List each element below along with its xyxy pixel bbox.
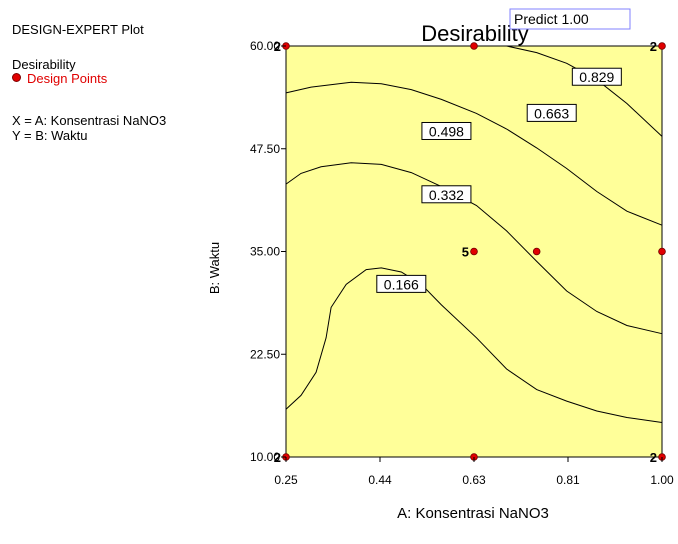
design-point-marker-icon [12, 73, 21, 82]
y-tick-label: 35.00 [250, 245, 280, 259]
design-point [658, 247, 666, 256]
y-tick-label: 47.50 [250, 142, 280, 156]
contour-label: 0.498 [429, 123, 464, 139]
design-point [658, 42, 666, 50]
design-point-count: 2 [650, 39, 657, 54]
contour-label: 0.166 [384, 276, 419, 292]
x-tick-label: 0.44 [368, 473, 392, 487]
x-factor-definition: X = A: Konsentrasi NaNO3 [12, 113, 167, 128]
contour-label-box [421, 185, 472, 204]
design-points: 2 2 5 2 2 [274, 39, 666, 465]
contour-label: 0.829 [579, 69, 614, 85]
contour-labels: 0.829 0.663 0.498 0.332 0.166 [376, 67, 622, 293]
contour-label: 0.332 [429, 187, 464, 203]
contour-label-box [376, 274, 427, 293]
predict-box [509, 8, 631, 30]
y-tick-label: 60.00 [250, 39, 280, 53]
contour-label-box [526, 103, 577, 122]
x-tick-label: 0.63 [462, 473, 486, 487]
y-factor-definition: Y = B: Waktu [12, 128, 88, 143]
y-tick-label: 10.00 [250, 450, 280, 464]
design-point-count: 2 [274, 450, 281, 465]
design-point [470, 247, 478, 256]
contour-label: 0.663 [534, 105, 569, 121]
response-name: Desirability [12, 57, 76, 72]
x-tick-label: 1.00 [650, 473, 674, 487]
program-title: DESIGN-EXPERT Plot [12, 22, 144, 37]
y-axis-label: B: Waktu [207, 242, 222, 294]
contour-label-box [421, 121, 472, 140]
y-tick-label: 22.50 [250, 347, 280, 361]
design-point-count: 5 [462, 245, 469, 260]
contour-line [285, 81, 663, 226]
design-point-count: 2 [274, 39, 281, 54]
predict-label: Predict 1.00 [514, 11, 589, 27]
design-points-legend: Design Points [12, 71, 107, 86]
x-tick-label: 0.25 [274, 473, 298, 487]
design-points-label: Design Points [27, 71, 108, 86]
design-point-count: 2 [650, 450, 657, 465]
x-axis-label: A: Konsentrasi NaNO3 [397, 505, 549, 522]
axis-ticks: 0.25 0.44 0.63 0.81 1.00 10.00 22.50 35.00 47.50… [250, 39, 674, 487]
x-tick-label: 0.81 [556, 473, 580, 487]
contour-label-box [571, 67, 622, 86]
design-point [470, 42, 478, 50]
design-point [532, 247, 541, 256]
